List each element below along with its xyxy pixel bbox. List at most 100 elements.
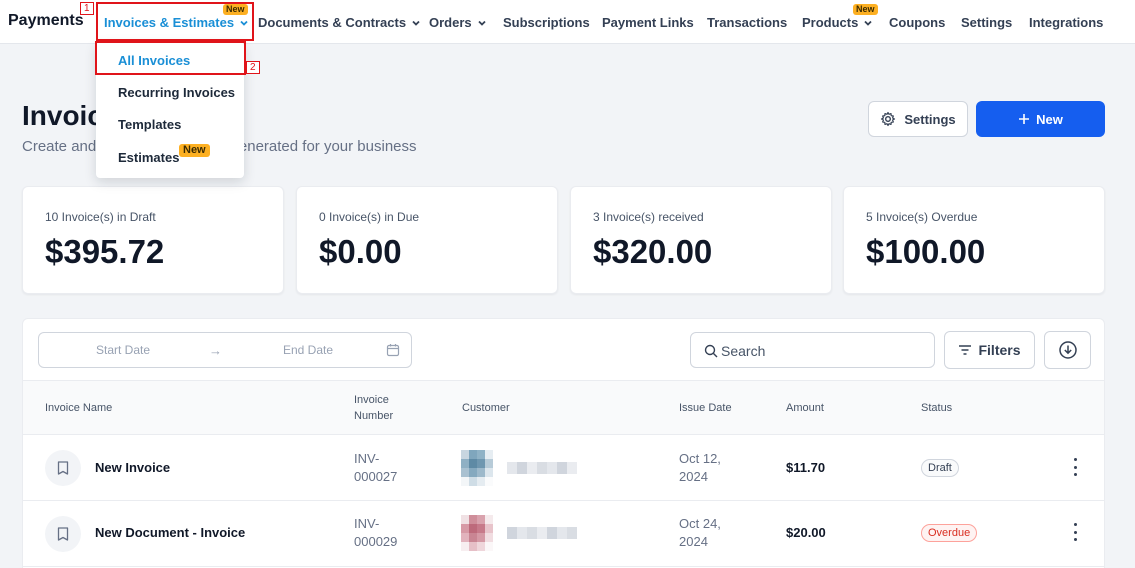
stat-value: $320.00 (593, 233, 713, 270)
search-input[interactable] (721, 341, 921, 361)
menu-item-all-invoices[interactable]: All Invoices (118, 53, 191, 68)
new-button-label: New (1036, 111, 1063, 127)
stat-card-received: 3 Invoice(s) received $320.00 (570, 186, 832, 294)
nav-integrations[interactable]: Integrations (1029, 15, 1104, 30)
page-subtitle: Create and generated for your business (22, 138, 417, 155)
table-row[interactable]: New Document - Invoice INV- 000029 Oct 2… (23, 501, 1104, 567)
invoice-number-line2: 000029 (354, 534, 398, 549)
column-invoice-number[interactable]: Invoice Number (354, 392, 393, 424)
nav-documents-contracts-label: Documents & Contracts (258, 15, 407, 30)
customer-name-redacted (507, 527, 577, 539)
nav-orders[interactable]: Orders (429, 15, 488, 30)
invoice-name[interactable]: New Document - Invoice (95, 525, 246, 540)
column-invoice-number-line2: Number (354, 410, 394, 422)
nav-settings[interactable]: Settings (961, 15, 1013, 30)
amount: $11.70 (786, 460, 826, 475)
date-range-picker[interactable]: Start Date → End Date (38, 332, 412, 368)
stat-label: 3 Invoice(s) received (593, 210, 704, 224)
nav-products[interactable]: Products (802, 15, 874, 30)
top-nav: Payments Invoices & Estimates New Docume… (0, 0, 1135, 44)
download-icon (1058, 341, 1077, 359)
invoices-dropdown-menu: All Invoices Recurring Invoices Template… (96, 42, 244, 178)
chevron-down-icon (478, 20, 486, 26)
stat-label: 0 Invoice(s) in Due (319, 210, 420, 224)
new-badge: New (853, 4, 878, 15)
filters-button-label: Filters (978, 342, 1021, 358)
column-invoice-number-line1: Invoice (354, 394, 389, 406)
invoice-number-line1: INV- (354, 516, 380, 531)
stat-card-overdue: 5 Invoice(s) Overdue $100.00 (843, 186, 1105, 294)
stat-label: 10 Invoice(s) in Draft (45, 210, 156, 224)
column-customer[interactable]: Customer (462, 402, 510, 414)
status-badge: Draft (921, 459, 959, 477)
stat-label: 5 Invoice(s) Overdue (866, 210, 978, 224)
settings-button[interactable]: Settings (868, 101, 968, 137)
chevron-down-icon (864, 20, 872, 26)
invoice-number-line1: INV- (354, 451, 380, 466)
annotation-box-1 (96, 2, 254, 41)
end-date-field[interactable]: End Date (283, 343, 334, 357)
invoice-number-line2: 000027 (354, 469, 398, 484)
nav-payment-links[interactable]: Payment Links (602, 15, 694, 30)
arrow-right-icon: → (209, 343, 222, 358)
invoice-name[interactable]: New Invoice (95, 460, 171, 475)
stat-value: $395.72 (45, 233, 165, 270)
nav-transactions[interactable]: Transactions (707, 15, 788, 30)
filter-icon (959, 345, 972, 355)
table-header: Invoice Name Invoice Number Customer Iss… (23, 380, 1104, 435)
nav-documents-contracts[interactable]: Documents & Contracts (258, 15, 422, 30)
column-issue-date[interactable]: Issue Date (679, 402, 732, 414)
stat-value: $100.00 (866, 233, 986, 270)
customer-avatar (461, 515, 493, 551)
stat-value: $0.00 (319, 233, 402, 270)
nav-orders-label: Orders (429, 15, 472, 30)
gear-icon (881, 111, 896, 127)
column-amount[interactable]: Amount (786, 402, 824, 414)
issue-date: Oct 24, 2024 (679, 515, 721, 551)
nav-invoices-estimates-label: Invoices & Estimates (104, 15, 235, 30)
more-options-icon[interactable] (1068, 523, 1082, 541)
page-title: Invoic (22, 100, 103, 131)
calendar-icon (386, 344, 400, 357)
customer-avatar (461, 450, 493, 486)
new-badge: New (179, 144, 210, 157)
search-icon (704, 344, 718, 358)
nav-subscriptions[interactable]: Subscriptions (503, 15, 590, 30)
issue-date-line1: Oct 12, (679, 451, 721, 466)
stat-card-due: 0 Invoice(s) in Due $0.00 (296, 186, 558, 294)
document-icon (45, 516, 81, 552)
issue-date-line2: 2024 (679, 534, 708, 549)
customer-name-redacted (507, 462, 577, 474)
page-subtitle-end: generated for your business (230, 138, 417, 155)
start-date-field[interactable]: Start Date (96, 343, 151, 357)
nav-invoices-estimates[interactable]: Invoices & Estimates (104, 15, 250, 30)
stat-card-draft: 10 Invoice(s) in Draft $395.72 (22, 186, 284, 294)
issue-date-line2: 2024 (679, 469, 708, 484)
document-icon (45, 450, 81, 486)
table-row[interactable]: New Invoice INV- 000027 Oct 12, 2024 $11… (23, 435, 1104, 501)
annotation-box-2 (95, 41, 246, 75)
menu-item-templates[interactable]: Templates (118, 117, 182, 132)
nav-products-label: Products (802, 15, 859, 30)
invoices-table-panel: Start Date → End Date Filters Invoice Na… (22, 318, 1105, 568)
new-invoice-button[interactable]: New (976, 101, 1105, 137)
filters-button[interactable]: Filters (944, 331, 1035, 369)
issue-date-line1: Oct 24, (679, 516, 721, 531)
amount: $20.00 (786, 525, 826, 540)
annotation-label-2: 2 (246, 61, 260, 74)
column-status[interactable]: Status (921, 402, 953, 414)
menu-item-recurring-invoices[interactable]: Recurring Invoices (118, 85, 236, 100)
column-invoice-name[interactable]: Invoice Name (45, 402, 113, 414)
settings-button-label: Settings (904, 111, 956, 127)
invoice-number: INV- 000027 (354, 450, 397, 486)
plus-icon (1019, 114, 1030, 124)
menu-item-estimates[interactable]: Estimates (118, 150, 180, 165)
page-subtitle-start: Create and (22, 138, 97, 155)
status-badge: Overdue (921, 524, 978, 542)
download-button[interactable] (1044, 331, 1091, 369)
nav-coupons[interactable]: Coupons (889, 15, 946, 30)
invoice-number: INV- 000029 (354, 515, 397, 551)
brand-title: Payments (8, 12, 84, 29)
more-options-icon[interactable] (1068, 458, 1082, 476)
search-box (690, 332, 935, 368)
